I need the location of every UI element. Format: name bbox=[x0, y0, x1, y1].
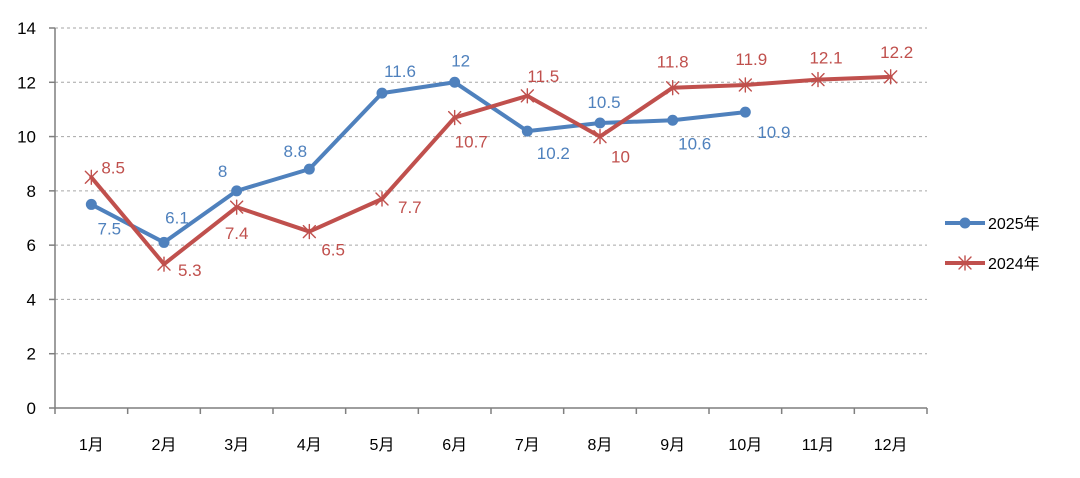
data-label: 12 bbox=[451, 51, 470, 70]
y-tick-label: 6 bbox=[27, 236, 36, 255]
point-marker bbox=[231, 185, 243, 197]
point-marker bbox=[811, 71, 825, 88]
data-label: 8.8 bbox=[284, 142, 308, 161]
x-tick-label: 12月 bbox=[874, 437, 908, 454]
data-label: 11.8 bbox=[657, 53, 689, 72]
point-marker bbox=[376, 87, 388, 99]
data-label: 8.5 bbox=[101, 158, 125, 177]
legend: 2025年 2024年 bbox=[945, 215, 1040, 273]
data-label: 11.9 bbox=[735, 50, 767, 69]
series-line-2025 bbox=[89, 80, 748, 245]
point-marker bbox=[594, 117, 606, 129]
y-tick-label: 2 bbox=[27, 345, 36, 364]
data-label: 10.9 bbox=[757, 123, 790, 142]
point-marker bbox=[303, 163, 315, 175]
data-label: 7.7 bbox=[398, 198, 422, 217]
series-2024 bbox=[84, 69, 898, 272]
y-tick-label: 4 bbox=[27, 290, 36, 309]
x-tick-label: 11月 bbox=[802, 437, 835, 454]
point-marker bbox=[667, 114, 679, 126]
point-marker bbox=[520, 88, 535, 104]
point-marker bbox=[665, 80, 680, 96]
x-tick-label: 8月 bbox=[588, 437, 613, 454]
y-tick-label: 14 bbox=[17, 19, 36, 38]
data-labels: 7.5 6.1 8 8.8 11.6 12 10.2 10.5 10.6 10.9 8.5 5.3 7.… bbox=[98, 43, 914, 280]
point-marker bbox=[593, 128, 607, 145]
data-label: 10.2 bbox=[537, 144, 570, 163]
data-label: 5.3 bbox=[178, 261, 202, 280]
data-label: 7.5 bbox=[98, 219, 122, 238]
point-marker bbox=[157, 256, 171, 272]
data-label: 10.6 bbox=[678, 134, 711, 153]
data-label: 10.7 bbox=[455, 133, 488, 152]
point-marker bbox=[521, 125, 533, 137]
gridlines bbox=[55, 27, 927, 355]
data-label: 10 bbox=[611, 148, 630, 167]
legend-item-2024: 2024年 bbox=[945, 255, 1040, 273]
point-marker bbox=[84, 169, 99, 185]
point-marker bbox=[959, 217, 971, 229]
point-marker bbox=[158, 236, 170, 248]
x-tick-label: 5月 bbox=[370, 437, 395, 454]
data-label: 10.5 bbox=[587, 93, 620, 112]
data-label: 11.5 bbox=[527, 67, 559, 86]
point-marker bbox=[958, 255, 972, 271]
x-tick-label: 7月 bbox=[515, 437, 540, 454]
y-tick-label: 10 bbox=[17, 128, 36, 147]
point-marker bbox=[738, 77, 753, 93]
point-marker bbox=[739, 106, 751, 118]
point-marker bbox=[375, 191, 389, 207]
x-tick-label: 3月 bbox=[224, 437, 249, 454]
data-label: 12.2 bbox=[880, 43, 913, 62]
legend-item-2025: 2025年 bbox=[945, 215, 1040, 233]
x-tick-label: 10月 bbox=[728, 437, 762, 454]
data-label: 11.6 bbox=[384, 62, 416, 81]
point-marker bbox=[447, 109, 462, 126]
data-label: 7.4 bbox=[225, 224, 249, 243]
series-line-2024 bbox=[89, 74, 893, 267]
series-lines bbox=[84, 69, 898, 272]
data-label: 12.1 bbox=[809, 49, 842, 68]
point-marker bbox=[229, 199, 244, 215]
y-tick-label: 8 bbox=[27, 182, 36, 201]
x-tick-label: 1月 bbox=[79, 437, 104, 454]
x-tick-label: 4月 bbox=[297, 437, 322, 454]
x-tick-label: 2月 bbox=[152, 437, 177, 454]
x-tick-label: 6月 bbox=[442, 437, 467, 454]
axes bbox=[49, 27, 928, 414]
point-marker bbox=[449, 76, 461, 88]
y-tick-label: 12 bbox=[17, 73, 36, 92]
data-label: 8 bbox=[218, 162, 227, 181]
y-tick-label: 0 bbox=[27, 399, 36, 418]
tick-labels: 0 2 4 6 8 10 12 14 1月 2月 3月 4月 5月 6月 7月 8月 9月 10月 11月 12月 bbox=[17, 19, 907, 454]
point-marker bbox=[85, 198, 97, 210]
legend-label: 2025年 bbox=[988, 215, 1040, 233]
series-2025 bbox=[85, 76, 751, 248]
data-label: 6.1 bbox=[165, 208, 189, 227]
point-marker bbox=[883, 69, 898, 85]
x-tick-label: 9月 bbox=[660, 437, 685, 454]
legend-label: 2024年 bbox=[988, 255, 1040, 273]
point-marker bbox=[302, 223, 317, 240]
data-label: 6.5 bbox=[321, 241, 345, 260]
